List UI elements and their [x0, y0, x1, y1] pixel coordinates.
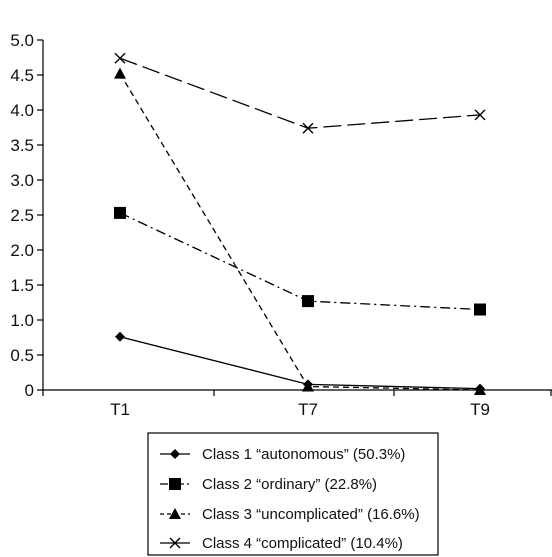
legend-label: Class 3 “uncomplicated” (16.6%) [202, 506, 420, 523]
y-tick-label: 4.0 [10, 101, 34, 120]
legend-box [147, 432, 439, 556]
data-point-class-4 [474, 109, 486, 121]
legend-marker-class-1 [170, 449, 180, 459]
y-tick-label: 4.5 [10, 66, 34, 85]
legend-label: Class 2 “ordinary” (22.8%) [202, 476, 377, 493]
data-point-class-3 [302, 380, 314, 392]
data-point-class-4 [302, 122, 314, 134]
y-tick-label: 1.5 [10, 276, 34, 295]
x-tick-label: T7 [298, 400, 318, 419]
series-layer [114, 52, 486, 395]
legend-item-class-1: Class 1 “autonomous” (50.3%) [160, 446, 405, 463]
data-point-class-2 [302, 295, 314, 308]
legend: Class 1 “autonomous” (50.3%) Class 2 “ord… [147, 432, 439, 556]
y-axis: 0 0.5 1.0 1.5 2.0 2.5 3.0 3.5 4.0 4.5 5.0 [10, 31, 44, 400]
legend-marker-class-2 [169, 478, 181, 490]
legend-item-class-4: Class 4 “complicated” (10.4%) [160, 535, 403, 552]
x-tick-label: T1 [110, 400, 130, 419]
legend-item-class-3: Class 3 “uncomplicated” (16.6%) [160, 506, 420, 523]
y-tick-label: 3.0 [10, 171, 34, 190]
y-tick-label: 5.0 [10, 31, 34, 50]
legend-label: Class 4 “complicated” (10.4%) [202, 535, 403, 552]
series-line-class-4 [119, 57, 481, 129]
y-tick-label: 2.5 [10, 206, 34, 225]
data-point-class-1 [115, 331, 125, 342]
legend-marker-class-4 [169, 537, 181, 549]
data-point-class-2 [474, 303, 486, 316]
data-point-class-2 [114, 206, 126, 219]
series-class-1 [115, 331, 485, 394]
data-point-class-3 [474, 384, 486, 395]
series-class-4 [114, 52, 486, 134]
x-tick-label: T9 [470, 400, 490, 419]
series-line-class-3 [119, 73, 481, 391]
data-point-class-4 [114, 52, 126, 64]
series-class-3 [114, 67, 486, 395]
legend-marker-class-3 [169, 508, 181, 519]
data-point-class-3 [114, 67, 126, 79]
series-line-class-1 [119, 336, 481, 390]
y-tick-label: 3.5 [10, 136, 34, 155]
legend-label: Class 1 “autonomous” (50.3%) [202, 446, 405, 463]
y-tick-label: 0 [25, 381, 34, 400]
series-class-2 [114, 206, 486, 316]
y-tick-label: 2.0 [10, 241, 34, 260]
y-tick-label: 0.5 [10, 346, 34, 365]
legend-item-class-2: Class 2 “ordinary” (22.8%) [160, 476, 377, 493]
series-line-class-2 [119, 212, 481, 311]
y-tick-label: 1.0 [10, 311, 34, 330]
